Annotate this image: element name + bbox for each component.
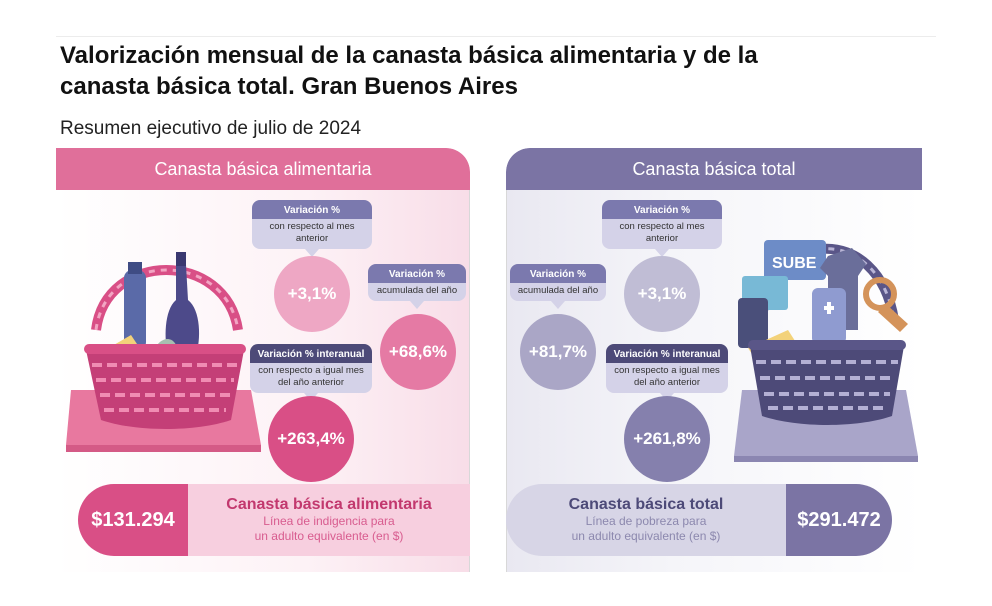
sube-card-text: SUBE — [772, 255, 817, 272]
cbt-monthly-desc: con respecto al mes anterior — [602, 219, 722, 249]
cba-footer-desc2: un adulto equivalente (en $) — [254, 529, 404, 543]
goods-basket-illustration: SUBE — [734, 240, 918, 462]
cbt-amount-pill: Canasta básica total Línea de pobreza pa… — [506, 484, 892, 556]
cbt-heading: Canasta básica total — [506, 148, 922, 190]
cbt-cumulative-desc: acumulada del año — [510, 283, 606, 301]
cba-monthly-callout: Variación % con respecto al mes anterior — [252, 200, 372, 257]
cba-interannual-callout: Variación % interanual con respecto a ig… — [250, 344, 372, 401]
cba-cumulative-desc: acumulada del año — [368, 283, 466, 301]
page-title: Valorización mensual de la canasta básic… — [60, 42, 758, 100]
cba-interannual-desc: con respecto a igual mes del año anterio… — [250, 363, 372, 393]
cbt-footer-desc1: Línea de pobreza para — [585, 514, 707, 528]
cbt-panel: Canasta básica total Variación % con res… — [506, 148, 922, 572]
cba-footer-title: Canasta básica alimentaria — [226, 496, 432, 513]
cbt-interannual-desc: con respecto a igual mes del año anterio… — [606, 363, 728, 393]
cba-cumulative-callout: Variación % acumulada del año — [368, 264, 466, 309]
cbt-interannual-callout: Variación % interanual con respecto a ig… — [606, 344, 728, 401]
cbt-interannual-value: +261,8% — [624, 396, 710, 482]
cbt-amount: $291.472 — [786, 484, 892, 556]
cbt-footer-desc2: un adulto equivalente (en $) — [571, 529, 721, 543]
cbt-cumulative-callout: Variación % acumulada del año — [510, 264, 606, 309]
cba-footer-desc1: Línea de indigencia para — [263, 514, 395, 528]
cbt-cumulative-value: +81,7% — [520, 314, 596, 390]
cba-panel: Canasta básica alimentaria Variación % c… — [56, 148, 470, 572]
cba-monthly-value: +3,1% — [274, 256, 350, 332]
cba-interannual-value: +263,4% — [268, 396, 354, 482]
cba-panel-border — [469, 190, 470, 572]
cba-monthly-desc: con respecto al mes anterior — [252, 219, 372, 249]
cbt-monthly-callout: Variación % con respecto al mes anterior — [602, 200, 722, 257]
cbt-footer-text: Canasta básica total Línea de pobreza pa… — [506, 484, 786, 556]
page-subtitle: Resumen ejecutivo de julio de 2024 — [60, 118, 362, 139]
cba-heading: Canasta básica alimentaria — [56, 148, 470, 190]
cbt-interannual-label: Variación % interanual — [606, 344, 728, 363]
cba-monthly-label: Variación % — [252, 200, 372, 219]
cbt-monthly-value: +3,1% — [624, 256, 700, 332]
cbt-cumulative-label: Variación % — [510, 264, 606, 283]
cba-cumulative-label: Variación % — [368, 264, 466, 283]
cbt-monthly-label: Variación % — [602, 200, 722, 219]
top-divider — [56, 36, 936, 37]
cba-amount-pill: $131.294 Canasta básica alimentaria Líne… — [78, 484, 470, 556]
cba-footer-text: Canasta básica alimentaria Línea de indi… — [188, 484, 470, 556]
cbt-panel-border — [506, 190, 507, 572]
cba-cumulative-value: +68,6% — [380, 314, 456, 390]
cbt-footer-title: Canasta básica total — [568, 496, 724, 513]
food-basket-illustration — [66, 252, 261, 452]
cba-amount: $131.294 — [78, 484, 188, 556]
cba-interannual-label: Variación % interanual — [250, 344, 372, 363]
